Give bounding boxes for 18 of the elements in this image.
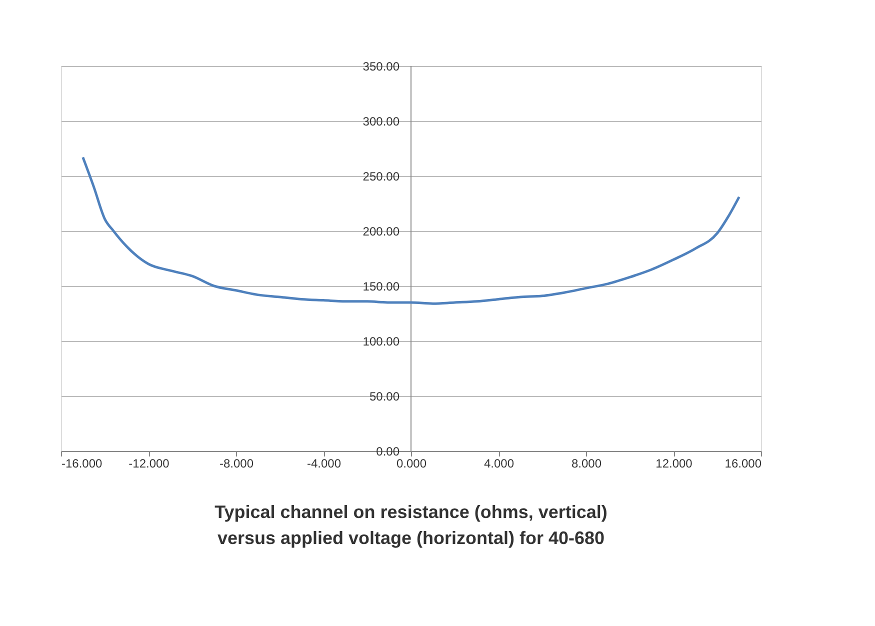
x-tick-label: -4.000	[306, 456, 342, 470]
y-tick-label: 200.00	[362, 224, 400, 238]
x-tick-label: 12.000	[656, 456, 693, 470]
x-tick-label: -8.000	[219, 456, 254, 470]
y-tick-label: 350.00	[362, 60, 400, 74]
x-tick-label: 16.000	[724, 456, 762, 470]
text: Typical channel on resistance (ohms, vertical) versus applied voltage (horizontal) for 40-680	[214, 502, 608, 548]
y-tick-label: 150.00	[362, 280, 400, 294]
line-series	[82, 156, 740, 305]
x-tick-label: -16.000	[62, 456, 103, 470]
y-tick-label: 300.00	[362, 114, 400, 128]
x-tick-label: -12.000	[128, 456, 170, 470]
y-tick-label: 250.00	[362, 170, 400, 184]
x-tick-label: 8.000	[571, 456, 602, 470]
y-tick-label: 100.00	[362, 334, 400, 348]
x-tick-label: 0.000	[396, 456, 427, 470]
x-tick-label: 4.000	[484, 456, 514, 470]
y-tick-label: 50.00	[369, 390, 400, 404]
